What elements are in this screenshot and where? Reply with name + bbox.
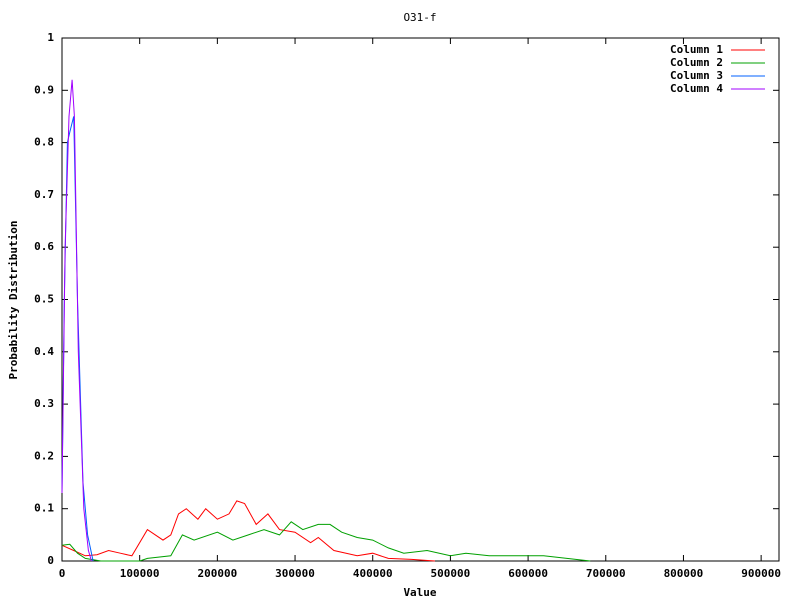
y-tick-label: 0.8 bbox=[34, 136, 54, 149]
y-tick-label: 0.5 bbox=[34, 293, 54, 306]
x-tick-label: 200000 bbox=[197, 567, 237, 580]
y-tick-label: 0.9 bbox=[34, 83, 54, 96]
x-axis-label: Value bbox=[403, 586, 436, 599]
series-line bbox=[61, 79, 92, 562]
x-tick-label: 500000 bbox=[431, 567, 471, 580]
series-line bbox=[61, 500, 435, 562]
y-axis-label: Probability Distribution bbox=[7, 221, 20, 380]
legend-label: Column 4 bbox=[670, 82, 723, 95]
series-line bbox=[61, 521, 591, 562]
y-tick-label: 0.2 bbox=[34, 449, 54, 462]
legend-label: Column 3 bbox=[670, 69, 723, 82]
x-tick-label: 600000 bbox=[508, 567, 548, 580]
x-tick-label: 100000 bbox=[120, 567, 160, 580]
chart-title: O31-f bbox=[403, 11, 436, 24]
x-tick-label: 400000 bbox=[353, 567, 393, 580]
y-tick-label: 0.3 bbox=[34, 397, 54, 410]
plot-frame bbox=[61, 37, 780, 562]
x-tick-label: 900000 bbox=[741, 567, 781, 580]
legend-label: Column 2 bbox=[670, 56, 723, 69]
x-tick-label: 0 bbox=[59, 567, 66, 580]
y-tick-label: 1 bbox=[47, 31, 54, 44]
y-tick-label: 0.7 bbox=[34, 188, 54, 201]
y-tick-label: 0.1 bbox=[34, 502, 54, 515]
x-tick-label: 300000 bbox=[275, 567, 315, 580]
y-tick-label: 0 bbox=[47, 554, 54, 567]
legend-label: Column 1 bbox=[670, 43, 723, 56]
y-tick-label: 0.6 bbox=[34, 240, 54, 253]
y-tick-label: 0.4 bbox=[34, 345, 54, 358]
x-tick-label: 800000 bbox=[664, 567, 704, 580]
x-tick-label: 700000 bbox=[586, 567, 626, 580]
